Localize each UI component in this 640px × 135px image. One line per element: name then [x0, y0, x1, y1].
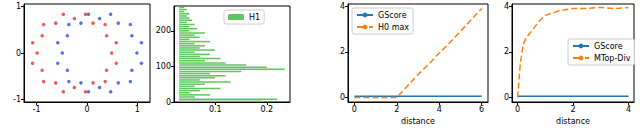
- svg-text:0: 0: [84, 105, 89, 114]
- svg-text:0: 0: [504, 93, 509, 102]
- svg-text:6: 6: [479, 105, 484, 114]
- svg-text:0.1: 0.1: [209, 105, 222, 114]
- svg-text:0: 0: [340, 93, 345, 102]
- svg-text:0: 0: [515, 105, 520, 114]
- svg-text:0: 0: [16, 49, 21, 58]
- svg-text:-1: -1: [13, 95, 21, 104]
- svg-text:H0 max: H0 max: [378, 23, 409, 32]
- svg-text:0: 0: [352, 105, 357, 114]
- svg-text:2: 2: [570, 105, 575, 114]
- svg-text:4: 4: [626, 105, 631, 114]
- svg-text:0.2: 0.2: [260, 105, 273, 114]
- svg-text:200: 200: [156, 26, 171, 35]
- svg-text:MTop-Div: MTop-Div: [594, 54, 631, 63]
- svg-text:4: 4: [437, 105, 442, 114]
- svg-text:distance: distance: [556, 117, 590, 126]
- svg-text:0: 0: [166, 98, 171, 107]
- svg-text:2: 2: [504, 47, 509, 56]
- svg-text:1: 1: [16, 2, 21, 11]
- svg-text:-1: -1: [33, 105, 41, 114]
- svg-text:2: 2: [394, 105, 399, 114]
- svg-text:distance: distance: [401, 117, 435, 126]
- svg-text:4: 4: [340, 2, 345, 11]
- svg-text:100: 100: [156, 62, 171, 71]
- svg-text:H1: H1: [249, 13, 260, 22]
- svg-text:1: 1: [135, 105, 140, 114]
- svg-text:4: 4: [504, 2, 509, 11]
- svg-text:GScore: GScore: [594, 42, 623, 51]
- svg-text:GScore: GScore: [378, 11, 407, 20]
- svg-text:2: 2: [340, 47, 345, 56]
